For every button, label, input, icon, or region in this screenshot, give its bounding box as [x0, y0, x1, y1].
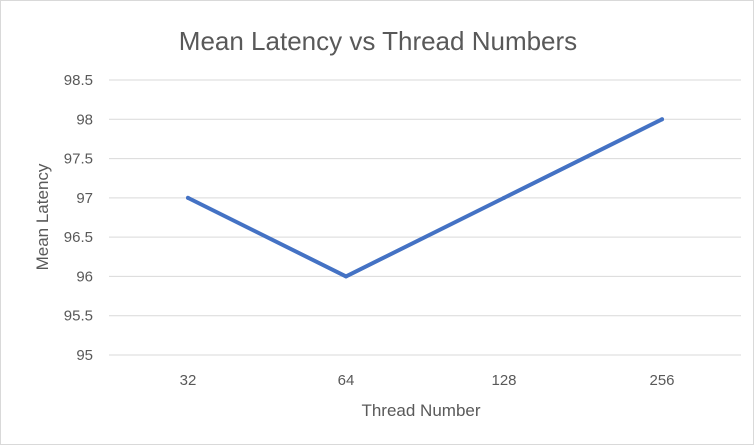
x-tick-label: 32	[180, 372, 197, 389]
x-tick-label: 64	[338, 372, 355, 389]
y-tick-label: 97.5	[64, 151, 93, 168]
y-axis-ticks: 95 95.5 96 96.5 97 97.5 98 98.5	[64, 72, 93, 364]
y-tick-label: 96	[76, 268, 93, 285]
y-axis-title: Mean Latency	[33, 163, 52, 270]
x-axis-ticks: 32 64 128 256	[180, 372, 675, 389]
y-tick-label: 95	[76, 347, 93, 364]
y-tick-label: 98.5	[64, 72, 93, 89]
series-layer	[186, 117, 664, 279]
x-tick-label: 128	[491, 372, 516, 389]
gridlines	[109, 79, 741, 356]
y-tick-label: 98	[76, 111, 93, 128]
data-point	[660, 117, 664, 122]
x-tick-label: 256	[649, 372, 674, 389]
x-axis-title: Thread Number	[361, 401, 480, 420]
chart-title: Mean Latency vs Thread Numbers	[179, 26, 577, 56]
data-point	[344, 274, 348, 279]
y-tick-label: 96.5	[64, 229, 93, 246]
data-point	[502, 195, 506, 200]
y-tick-label: 95.5	[64, 308, 93, 325]
series-line	[186, 117, 664, 279]
data-point	[186, 195, 190, 200]
y-tick-label: 97	[76, 190, 93, 207]
